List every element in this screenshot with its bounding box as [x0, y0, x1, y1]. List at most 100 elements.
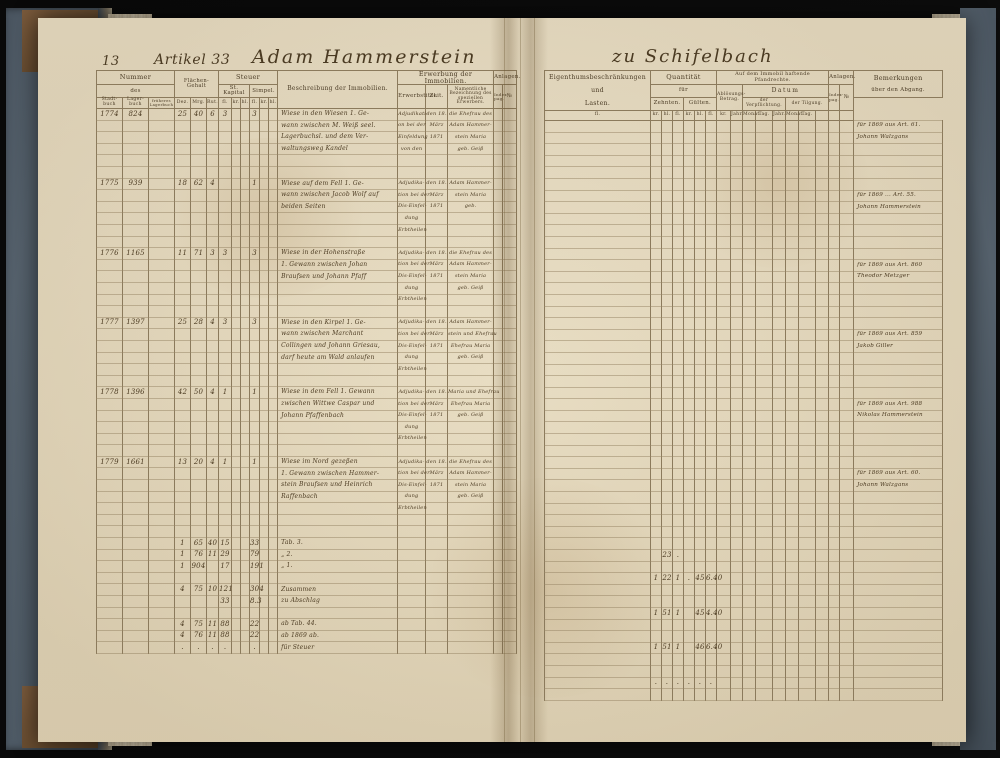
cell-nr: [502, 270, 518, 283]
empty-cell: [683, 143, 695, 156]
empty-cell: [755, 351, 773, 365]
empty-cell: [205, 571, 220, 585]
empty-cell: [268, 571, 279, 585]
empty-cell: [231, 490, 242, 504]
cell-erwerber: [447, 235, 495, 249]
cell-kapital: [218, 166, 233, 179]
empty-cell: [672, 259, 684, 272]
empty-cell: [755, 560, 773, 574]
empty-cell: [544, 270, 651, 284]
empty-cell: [268, 606, 279, 620]
cell-erwerbstitel: Dis-Einfel-: [397, 339, 427, 353]
empty-cell: [425, 629, 449, 643]
cell-mrg: [190, 270, 207, 283]
cell-frueher: [148, 305, 175, 318]
empty-cell: [839, 375, 855, 388]
empty-cell: [705, 409, 717, 423]
empty-cell: [544, 224, 651, 237]
empty-cell: [755, 514, 773, 527]
empty-cell: [828, 201, 841, 214]
cell-simpel: .: [249, 641, 261, 654]
cell-rut: [205, 293, 220, 307]
th-quantitaet: Quantität: [650, 70, 717, 85]
cell-guelten-fl: [683, 607, 695, 620]
empty-cell: [672, 409, 684, 423]
cell-erwerber: [447, 421, 495, 434]
empty-cell: [650, 131, 662, 145]
cell-erwerber: Ehefrau Maria: [447, 397, 495, 411]
empty-cell: [694, 305, 706, 319]
empty-cell: [268, 560, 279, 573]
cell-rut: [205, 490, 220, 504]
cell-guelten-fl: [683, 549, 695, 562]
empty-cell: [544, 236, 651, 249]
empty-cell: [839, 618, 855, 632]
cell-erwerbstitel: Adjudika-: [397, 386, 427, 399]
cell-nr: [502, 119, 518, 133]
empty-cell: [231, 235, 242, 249]
cell-beschreibung: beiden Seiten: [277, 200, 399, 214]
empty-cell: [814, 491, 830, 504]
empty-cell: [755, 398, 773, 411]
empty-cell: [240, 166, 251, 179]
spacer-row: [96, 571, 518, 585]
left-page: 13 Artikel 33 Adam Hammerstein Nummer: [64, 18, 520, 742]
cell-rut: 4: [205, 455, 220, 469]
empty-cell: [785, 456, 799, 469]
cell-erwerbstitel: dung: [397, 421, 427, 434]
table-row: [544, 236, 944, 249]
cell-erwerber: stein Maria: [447, 189, 495, 202]
empty-cell: [259, 258, 270, 272]
cell-kapital: [218, 351, 233, 365]
empty-cell: [785, 618, 799, 632]
cell-fl: [174, 397, 191, 411]
empty-cell: [397, 571, 427, 585]
cell-stadtbuch: [96, 293, 123, 307]
empty-cell: [650, 282, 662, 295]
empty-cell: [240, 548, 251, 562]
empty-cell: [650, 386, 662, 400]
empty-cell: [742, 154, 756, 168]
empty-cell: [650, 398, 662, 411]
empty-cell: [240, 455, 251, 469]
cell-rut: 4: [205, 316, 220, 330]
cell-erwerber: stein und Ehefrau: [447, 328, 497, 341]
empty-cell: [661, 351, 673, 365]
cell-zehnten-fl: 1: [650, 641, 662, 655]
table-row: [544, 224, 944, 237]
table-row: Erbtheilen: [96, 502, 518, 515]
empty-cell: [661, 433, 673, 446]
empty-cell: [716, 212, 731, 226]
empty-cell: [231, 258, 242, 272]
th-t-jahr: Jahr.: [772, 110, 786, 122]
empty-cell: [828, 537, 841, 550]
empty-cell: [785, 479, 799, 493]
cell-fl: [174, 339, 191, 353]
empty-cell: [839, 247, 855, 261]
empty-cell: [231, 409, 242, 423]
empty-cell: [694, 270, 706, 284]
cell-lagerbuch: [122, 502, 149, 515]
th-der-verpflichtung: der Verpflichtung.: [742, 97, 786, 112]
cell-stadtbuch: [96, 502, 123, 515]
cell-simpel: [249, 444, 261, 457]
empty-cell: [798, 421, 816, 435]
empty-cell: [755, 247, 773, 261]
empty-cell: [730, 375, 743, 388]
th-stk-fl: fl.: [218, 97, 233, 110]
cell-erwerber: geb.: [447, 200, 495, 214]
quantity-row: [544, 653, 944, 666]
empty-cell: [755, 120, 773, 133]
cell-stadtbuch: [96, 409, 123, 423]
empty-cell: [240, 490, 251, 504]
table-row: [544, 514, 944, 527]
th-bem-spacer: [839, 110, 855, 122]
empty-cell: [231, 513, 242, 527]
empty-cell: [705, 456, 717, 469]
empty-cell: [755, 421, 773, 435]
empty-cell: [268, 305, 279, 318]
cell-mrg: 904: [190, 560, 207, 573]
table-row: [544, 456, 944, 469]
empty-cell: [705, 120, 717, 133]
cell-rut: 11: [205, 548, 220, 562]
